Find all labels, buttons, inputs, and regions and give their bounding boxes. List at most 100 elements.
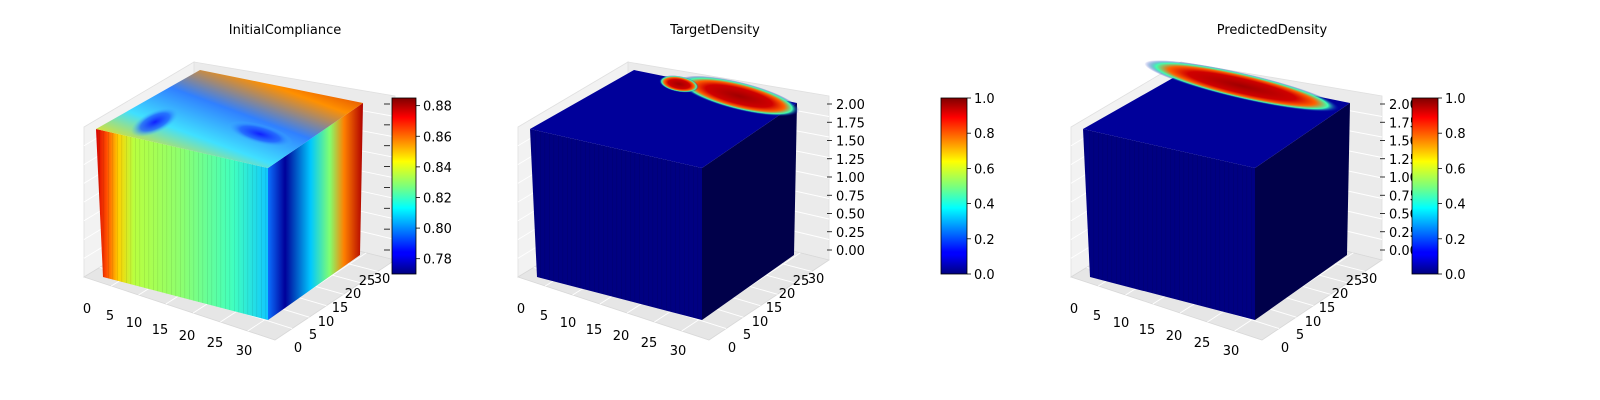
x-tick-label: 30: [670, 344, 687, 359]
y-tick-label: 15: [766, 301, 783, 316]
colorbar-tick-label: 0.0: [974, 268, 995, 283]
x-tick-label: 30: [1223, 344, 1240, 359]
colorbar: 0.78 0.80 0.82 0.84 0.86 0.88: [391, 97, 452, 275]
colorbar-tick-label: 0.2: [974, 233, 995, 248]
colorbar-tick-label: 0.86: [423, 130, 452, 145]
panel-title: InitialCompliance: [229, 23, 342, 38]
high-density-region: [659, 75, 699, 93]
colorbar-tick-label: 1.0: [974, 92, 995, 107]
y-tick-label: 10: [752, 315, 769, 330]
panel-title: TargetDensity: [669, 23, 760, 38]
x-tick-label: 10: [1113, 316, 1130, 331]
colorbar-tick-label: 0.6: [974, 162, 995, 177]
z-tick-label: 1.25: [836, 153, 865, 168]
y-tick-label: 0: [294, 341, 302, 356]
z-tick-label: 1.75: [1389, 116, 1418, 131]
z-tick-label: 0.75: [836, 189, 865, 204]
z-tick-label: 0.25: [836, 226, 865, 241]
y-tick-label: 0: [1281, 341, 1289, 356]
y-tick-label: 20: [779, 287, 796, 302]
colorbar-tick-label: 0.4: [1445, 198, 1466, 213]
z-tick-label: 0.25: [1389, 226, 1418, 241]
colorbar-gradient: [391, 97, 417, 275]
y-tick-label: 5: [309, 328, 317, 343]
x-tick-label: 25: [1194, 336, 1211, 351]
z-tick-marks: [384, 103, 390, 251]
colorbar-tick-label: 0.78: [423, 253, 452, 268]
colorbar-tick-label: 0.6: [1445, 162, 1466, 177]
panel-title: PredictedDensity: [1217, 23, 1328, 38]
x-tick-label: 15: [1139, 323, 1156, 338]
x-tick-label: 15: [152, 323, 169, 338]
x-tick-label: 20: [1166, 329, 1183, 344]
low-compliance-region: [227, 120, 293, 148]
voxel-lines: [96, 129, 268, 320]
x-tick-label: 20: [179, 329, 196, 344]
z-tick-label: 0.50: [1389, 208, 1418, 223]
x-tick-label: 5: [106, 309, 114, 324]
colorbar-tick-label: 0.88: [423, 100, 452, 115]
colorbar: 0.0 0.2 0.4 0.6 0.8 1.0: [1411, 92, 1466, 283]
z-tick-label: 0.00: [836, 244, 865, 259]
cube-top-face: [96, 70, 363, 168]
y-tick-label: 30: [808, 272, 825, 287]
y-tick-label: 25: [1346, 274, 1363, 289]
x-tick-label: 25: [207, 336, 224, 351]
x-tick-labels: 0 5 10 15 20 25 30: [517, 302, 686, 359]
y-tick-label: 0: [728, 341, 736, 356]
y-tick-label: 25: [359, 274, 376, 289]
colorbar-tick-label: 0.4: [974, 198, 995, 213]
y-tick-label: 10: [318, 315, 335, 330]
y-tick-label: 10: [1305, 315, 1322, 330]
y-tick-label: 25: [793, 274, 810, 289]
x-tick-label: 15: [586, 323, 603, 338]
cube-right-face: [268, 103, 363, 320]
colorbar: 0.0 0.2 0.4 0.6 0.8 1.0: [940, 92, 995, 283]
colorbar-tick-label: 0.0: [1445, 268, 1466, 283]
x-tick-labels: 0 5 10 15 20 25 30: [1070, 302, 1239, 359]
z-tick-label: 1.00: [1389, 171, 1418, 186]
x-tick-labels: 0 5 10 15 20 25 30: [83, 302, 252, 359]
colorbar-tick-label: 0.84: [423, 161, 452, 176]
high-density-region: [1144, 60, 1340, 112]
z-tick-label: 1.50: [836, 135, 865, 150]
z-tick-label: 1.00: [836, 171, 865, 186]
x-tick-label: 20: [613, 329, 630, 344]
cube-right-face: [702, 103, 797, 320]
y-tick-label: 20: [1332, 287, 1349, 302]
cube-right-face: [1255, 103, 1350, 320]
y-tick-label: 15: [332, 301, 349, 316]
z-tick-labels: 0.00 0.25 0.50 0.75 1.00 1.25 1.50 1.75 2.00: [827, 98, 865, 259]
x-tick-label: 5: [1093, 309, 1101, 324]
y-tick-label: 5: [1296, 328, 1304, 343]
z-tick-label: 0.50: [836, 208, 865, 223]
colorbar-tick-label: 0.80: [423, 222, 452, 237]
z-tick-label: 2.00: [1389, 98, 1418, 113]
y-tick-label: 30: [1361, 272, 1378, 287]
x-tick-label: 10: [560, 316, 577, 331]
y-tick-label: 20: [345, 287, 362, 302]
high-density-region: [678, 75, 800, 117]
z-tick-label: 1.25: [1389, 153, 1418, 168]
colorbar-tick-label: 0.8: [1445, 127, 1466, 142]
colorbar-tick-label: 0.8: [974, 127, 995, 142]
y-tick-label: 5: [743, 328, 751, 343]
colorbar-gradient: [940, 97, 968, 275]
x-tick-label: 0: [1070, 302, 1078, 317]
x-tick-label: 10: [126, 316, 143, 331]
z-tick-label: 1.75: [836, 116, 865, 131]
z-tick-label: 0.75: [1389, 189, 1418, 204]
x-tick-label: 0: [517, 302, 525, 317]
low-compliance-region: [130, 107, 180, 137]
x-tick-label: 5: [540, 309, 548, 324]
x-tick-label: 30: [236, 344, 253, 359]
z-tick-label: 0.00: [1389, 244, 1418, 259]
voxel-lines: [530, 129, 702, 320]
colorbar-gradient: [1411, 97, 1439, 275]
